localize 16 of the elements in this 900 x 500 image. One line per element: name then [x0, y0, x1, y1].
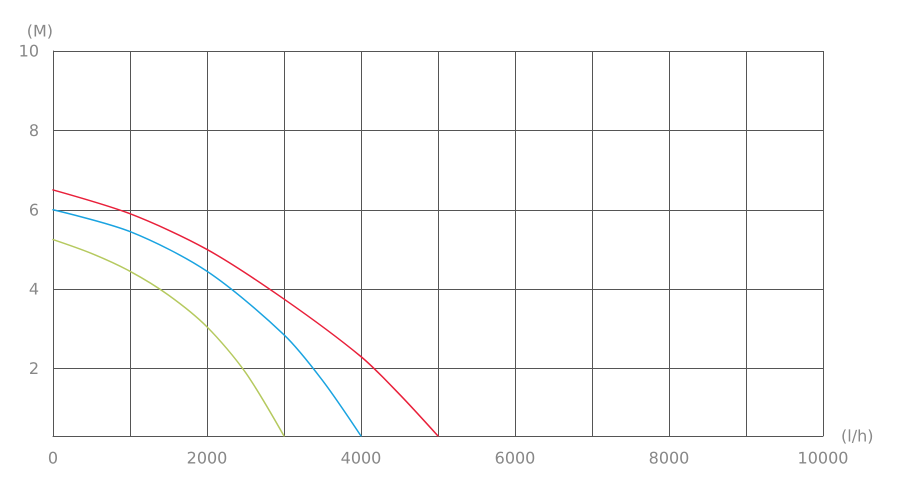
y-axis-title: (M) [26, 22, 53, 40]
x-tick-label: 10000 [798, 448, 848, 468]
line-series [52, 238, 285, 437]
y-tick-label: 6 [28, 200, 39, 220]
x-tick-label: 6000 [494, 448, 536, 468]
x-tick-label: 4000 [340, 448, 382, 468]
x-axis-title: (l/h) [841, 426, 874, 446]
x-tick-label: 0 [48, 448, 58, 468]
y-tick-label: 10 [18, 42, 39, 60]
y-tick-label: 4 [28, 280, 39, 299]
x-tick-label: 8000 [648, 448, 690, 468]
y-tick-label: 8 [28, 120, 39, 140]
x-tick-label: 2000 [186, 448, 228, 468]
y-tick-label: 2 [28, 359, 39, 378]
line-series [52, 209, 362, 437]
line-series [52, 189, 439, 437]
